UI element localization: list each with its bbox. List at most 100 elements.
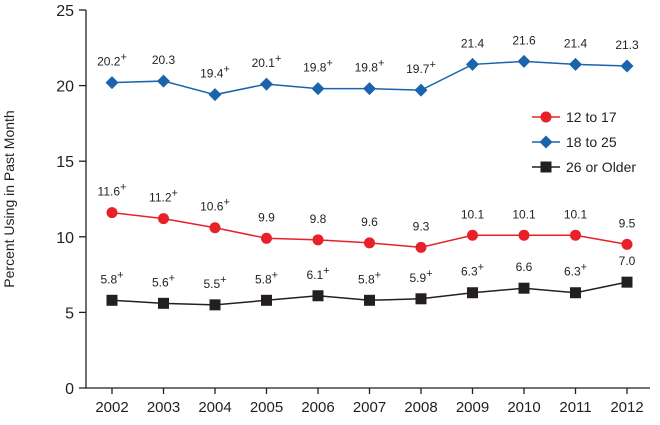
data-label: 10.6+ <box>200 197 230 214</box>
data-label: 5.8+ <box>255 269 278 286</box>
x-tick-label: 2011 <box>559 399 591 416</box>
data-point <box>570 229 581 241</box>
x-tick-label: 2010 <box>507 399 540 416</box>
data-label: 6.1+ <box>306 265 329 282</box>
data-point <box>364 237 375 249</box>
data-point <box>208 88 222 102</box>
y-tick-label: 25 <box>56 3 74 20</box>
significance-marker: + <box>378 58 384 70</box>
data-label: 21.4 <box>564 36 588 50</box>
legend-marker <box>539 135 553 149</box>
data-point <box>621 276 633 288</box>
data-label: 19.8+ <box>355 58 385 75</box>
legend-item: 18 to 25 <box>532 134 617 150</box>
data-label: 10.1 <box>461 207 485 221</box>
data-label: 19.8+ <box>303 58 333 75</box>
data-point <box>106 294 118 306</box>
data-point <box>261 232 272 244</box>
data-point <box>414 83 428 97</box>
data-point <box>209 299 221 311</box>
data-point <box>105 76 119 90</box>
significance-marker: + <box>326 58 332 70</box>
data-label: 21.4 <box>461 36 485 50</box>
legend-marker <box>540 161 552 173</box>
significance-marker: + <box>478 262 484 274</box>
significance-marker: + <box>429 59 435 71</box>
x-tick-label: 2008 <box>404 399 437 416</box>
data-label: 11.6+ <box>98 182 127 199</box>
data-point <box>158 213 169 225</box>
x-tick-label: 2007 <box>353 399 386 416</box>
legend-item: 12 to 17 <box>532 109 617 125</box>
data-label: 20.1+ <box>252 53 282 70</box>
x-tick-label: 2003 <box>147 399 180 416</box>
y-tick-label: 15 <box>56 154 74 171</box>
data-point <box>209 222 221 234</box>
data-label: 9.8 <box>310 212 327 226</box>
data-point <box>364 294 375 306</box>
x-tick-label: 2004 <box>198 399 231 416</box>
legend-label: 12 to 17 <box>566 109 617 125</box>
y-tick-label: 20 <box>56 79 74 96</box>
significance-marker: + <box>223 64 229 76</box>
y-axis-label: Percent Using in Past Month <box>1 110 17 287</box>
significance-marker: + <box>120 52 126 64</box>
data-point <box>620 59 634 73</box>
data-point <box>363 82 376 96</box>
data-label: 5.5+ <box>203 274 226 291</box>
data-label: 21.3 <box>615 38 639 52</box>
significance-marker: + <box>117 269 123 281</box>
legend: 12 to 17 18 to 25 26 or Older <box>532 109 636 175</box>
significance-marker: + <box>169 272 175 284</box>
x-tick-label: 2005 <box>250 399 283 416</box>
data-point <box>517 54 531 68</box>
data-point <box>621 238 633 250</box>
series-26-or-older: 5.8+ 5.6+ 5.5+ 5.8+ 6.1+ 5.8+ 5.9+ 6.3+ 6.6 6.3+ 7… <box>100 254 636 311</box>
significance-marker: + <box>426 268 432 280</box>
data-label: 9.3 <box>413 219 430 233</box>
significance-marker: + <box>375 269 381 281</box>
data-label: 7.0 <box>619 254 636 268</box>
legend-item: 26 or Older <box>532 159 636 175</box>
data-label: 5.8+ <box>358 269 381 286</box>
data-point <box>518 229 530 241</box>
x-tick-label: 2012 <box>610 399 643 416</box>
data-point <box>415 293 427 305</box>
significance-marker: + <box>220 274 226 286</box>
series-18-to-25: 20.2+ 20.3 19.4+ 20.1+ 19.8+ 19.8+ 19.7+ 21.4 21… <box>97 33 639 102</box>
significance-marker: + <box>581 262 587 274</box>
data-label: 10.1 <box>564 207 588 221</box>
data-point <box>467 287 478 299</box>
data-label: 10.1 <box>512 207 536 221</box>
series-12-to-17: 11.6+ 11.2+ 10.6+ 9.9 9.8 9.6 9.3 10.1 10.1 10.1 9… <box>98 182 636 253</box>
significance-marker: + <box>275 53 281 65</box>
data-point <box>569 57 582 71</box>
data-point <box>467 229 478 241</box>
data-point <box>158 297 169 309</box>
x-tick-label: 2002 <box>95 399 128 416</box>
legend-label: 18 to 25 <box>566 134 617 150</box>
x-tick-label: 2006 <box>301 399 334 416</box>
data-point <box>415 241 427 253</box>
legend-label: 26 or Older <box>566 159 636 175</box>
data-point <box>311 82 325 96</box>
significance-marker: + <box>272 269 278 281</box>
data-point <box>466 57 479 71</box>
data-label: 19.4+ <box>200 64 230 81</box>
data-label: 6.6 <box>516 260 533 274</box>
significance-marker: + <box>172 188 178 200</box>
significance-marker: + <box>223 197 229 209</box>
data-label: 20.3 <box>152 53 176 67</box>
data-point <box>106 207 118 219</box>
data-label: 11.2+ <box>149 188 178 205</box>
data-label: 20.2+ <box>97 52 127 69</box>
y-tick-label: 10 <box>56 230 74 247</box>
y-tick-label: 5 <box>65 305 74 322</box>
data-label: 5.9+ <box>409 268 432 285</box>
significance-marker: + <box>120 182 126 194</box>
data-label: 21.6 <box>512 33 536 47</box>
data-label: 5.6+ <box>152 272 175 289</box>
y-tick-label: 0 <box>65 381 74 398</box>
